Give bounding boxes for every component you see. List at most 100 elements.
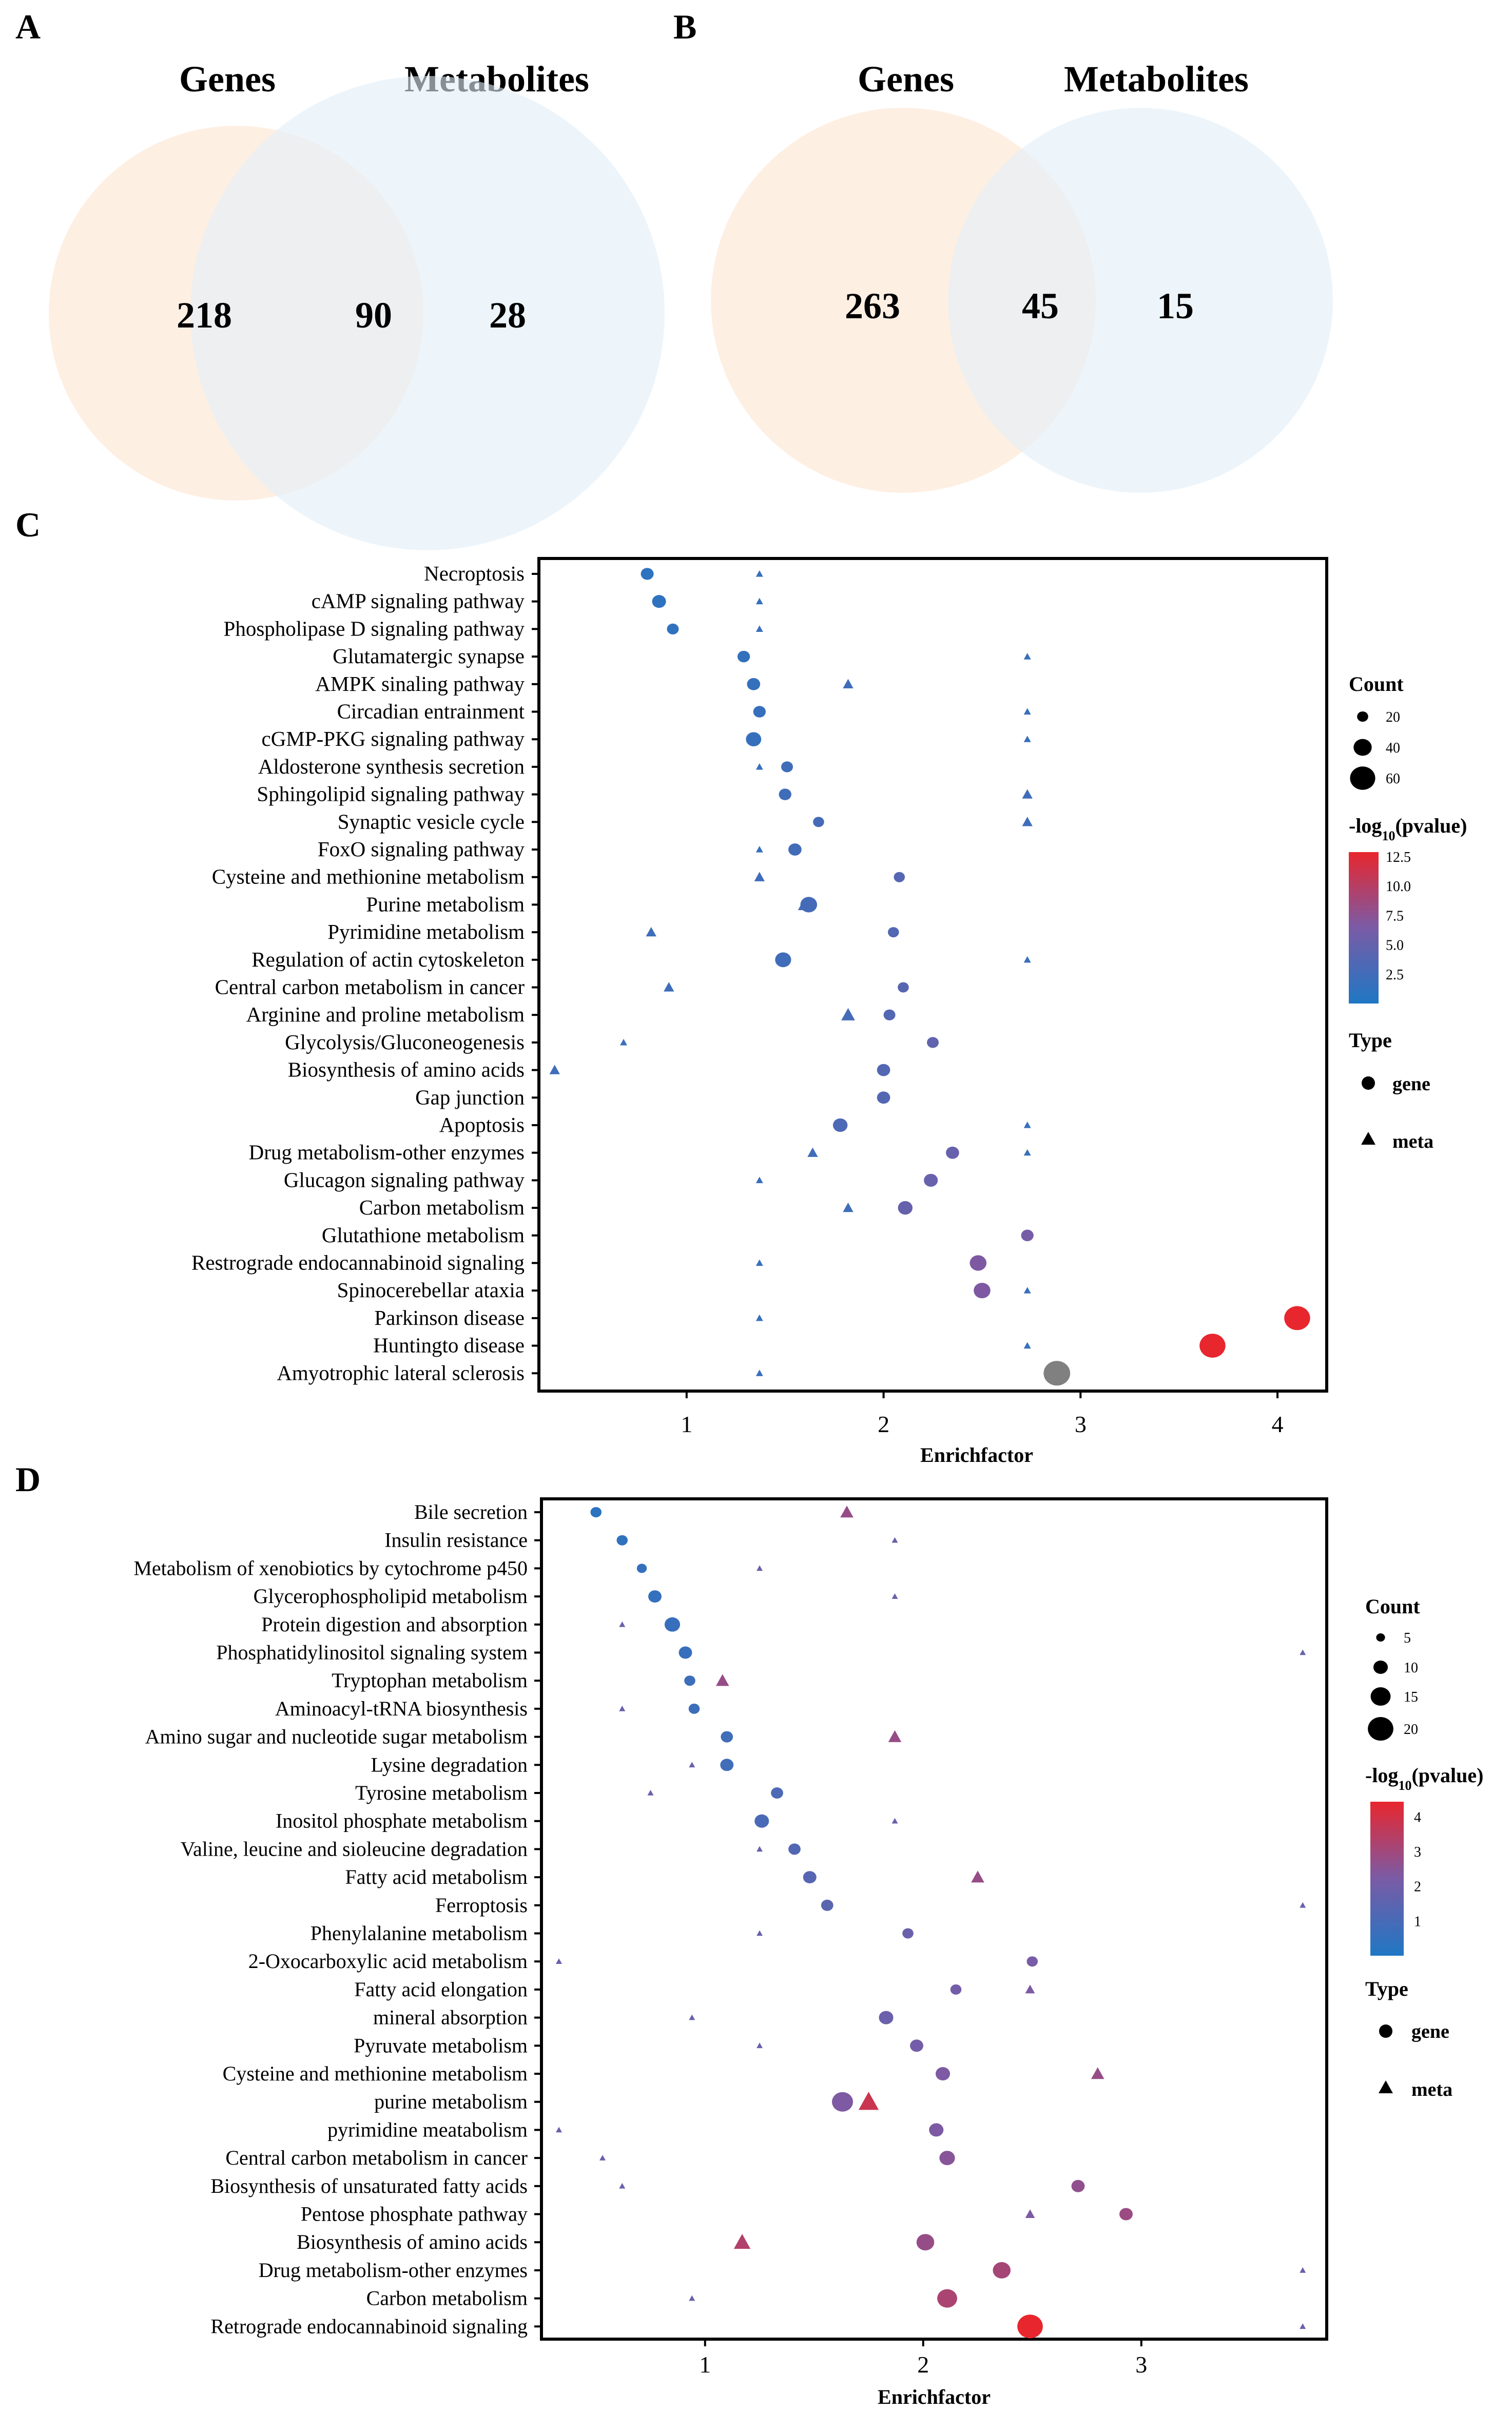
chart-c-gene-point [898,1201,913,1215]
chart-d-meta-point [647,1790,654,1796]
chart-d-type-title: Type [1365,1977,1408,2000]
chart-c-legend-meta-label: meta [1392,1131,1433,1152]
chart-d-meta-point [556,2127,562,2133]
chart-c-legend-gene-label: gene [1392,1073,1430,1095]
chart-c-gene-point [883,1009,896,1020]
venn-a-right-only: 28 [489,295,526,336]
chart-c-meta-points [549,570,1033,1376]
chart-c-category-label: Biosynthesis of amino acids [288,1058,525,1082]
chart-d-gene-point [636,1564,647,1573]
chart-d-meta-point [556,1958,562,1964]
panel-letter-c: C [15,505,41,544]
chart-c-category-label: Glycolysis/Gluconeogenesis [285,1030,525,1054]
chart-d-gene-point [803,1871,817,1884]
chart-d-category-label: Protein digestion and absorption [261,1613,528,1636]
panel-letter-b: B [673,7,696,46]
venn-a-overlap: 90 [355,295,392,336]
chart-d-meta-point [619,1705,626,1711]
chart-c-meta-point [1023,1342,1031,1349]
chart-d-gene-point [831,2092,854,2112]
chart-d-gene-point [1119,2208,1133,2221]
chart-d-category-label: Fatty acid elongation [354,1978,528,2001]
chart-d-category-label: Biosynthesis of unsaturated fatty acids [210,2174,528,2197]
chart-d-count-legend-marker [1368,1717,1393,1741]
chart-d-meta-point [891,1593,898,1599]
chart-d-count-legend-marker [1376,1633,1385,1642]
chart-c-x-tick-label: 3 [1075,1411,1087,1437]
chart-c-category-label: Central carbon metabolism in cancer [215,975,525,999]
chart-c-category-label: Glutamatergic synapse [333,644,525,668]
chart-d-gene-point [1017,2314,1043,2339]
chart-d-gene-point [929,2123,944,2137]
chart-c-legend-meta-marker [1361,1132,1375,1145]
chart-c-gene-point [946,1146,959,1159]
chart-d-legend-gene-marker [1379,2024,1392,2038]
chart-d-meta-point [757,2042,763,2049]
chart-d-legend-meta-marker [1379,2080,1393,2093]
chart-d-category-labels: Bile secretion Insulin resistance Metaboli… [133,1500,541,2338]
chart-c-count-legend-label: 20 [1386,709,1400,725]
chart-c-category-label: Aldosterone synthesis secretion [258,755,525,778]
chart-c-category-label: Phospholipase D signaling pathway [224,616,525,640]
chart-d-count-legend-label: 20 [1404,1722,1418,1738]
chart-c-category-label: Apoptosis [439,1113,525,1136]
chart-c-gene-point [1043,1361,1071,1386]
chart-c-category-label: Regulation of actin cytoskeleton [251,948,525,971]
panel-letter-a: A [15,7,41,46]
chart-d-meta-point [891,1537,898,1543]
chart-c-legend: Count 20 40 60 -log10(pvalue) 12.5 10.0 7.5 5… [1349,672,1467,1152]
panel-letter-d: D [15,1460,41,1499]
chart-d-meta-point [1300,1902,1306,1908]
chart-d-gene-point [935,2067,951,2080]
chart-c-meta-point [620,1038,628,1046]
chart-d-meta-point [715,1674,729,1686]
chart-d-x-tick-label: 3 [1135,2351,1147,2378]
chart-d-category-label: Cysteine and methionine metabolism [223,2062,528,2085]
chart-c-count-title: Count [1349,672,1404,696]
chart-c-meta-point [755,1176,763,1183]
venn-b-overlap: 45 [1022,285,1059,326]
chart-d-legend-gene-label: gene [1411,2021,1449,2042]
chart-c-gene-point [775,952,791,968]
chart-c-count-legend-label: 60 [1386,771,1400,787]
chart-c-meta-point [1023,736,1031,742]
chart-c-gene-point [887,927,899,938]
chart-d-category-label: Biosynthesis of amino acids [297,2230,528,2253]
chart-c-gene-point [1021,1229,1034,1242]
chart-d-gene-point [1071,2179,1085,2192]
chart-c-meta-point [843,1202,854,1212]
chart-c-pvalue-legend-label: 7.5 [1386,908,1404,924]
chart-c-category-label: Synaptic vesicle cycle [338,809,525,833]
chart-d-gene-point [788,1843,801,1855]
chart-c-meta-point [807,1147,818,1157]
chart-d-meta-point [689,2295,695,2301]
chart-d-meta-point [619,1621,626,1627]
chart-c-gene-point [927,1037,939,1048]
chart-d-meta-point [1300,2323,1306,2329]
chart-c-gene-point [641,568,654,580]
chart-d-pvalue-title: -log10(pvalue) [1365,1764,1483,1793]
chart-d-gene-point [937,2289,957,2308]
chart-d-meta-point [619,2183,626,2189]
chart-d-count-legend-marker [1373,1661,1388,1674]
chart-d-meta-point [1300,1649,1306,1655]
chart-c-count-legend-marker [1350,766,1375,790]
chart-c-category-label: cAMP signaling pathway [312,589,525,613]
chart-c-meta-point [1023,1149,1031,1156]
chart-d-count-legend-marker [1370,1687,1391,1706]
chart-c-type-title: Type [1349,1029,1392,1052]
chart-d-category-label: Amino sugar and nucleotide sugar metabol… [145,1725,528,1748]
chart-c-x-axis: 1 2 3 4 [681,1391,1284,1437]
chart-d-category-label: Tyrosine metabolism [355,1781,528,1804]
chart-d-gene-point [879,2011,894,2024]
chart-d-count-legend: 5 10 15 20 [1368,1630,1418,1741]
chart-d-category-label: mineral absorption [373,2006,528,2029]
chart-d-gene-point [939,2151,955,2166]
chart-d-gene-point [910,2039,923,2052]
venn-b-left-only: 263 [845,285,900,326]
chart-c-meta-point [664,982,674,992]
chart-c-category-label: Carbon metabolism [359,1195,525,1219]
chart-d: D Bile secretion Insulin resistance Metabo… [15,1460,1483,2408]
chart-d-meta-point [971,1870,984,1883]
